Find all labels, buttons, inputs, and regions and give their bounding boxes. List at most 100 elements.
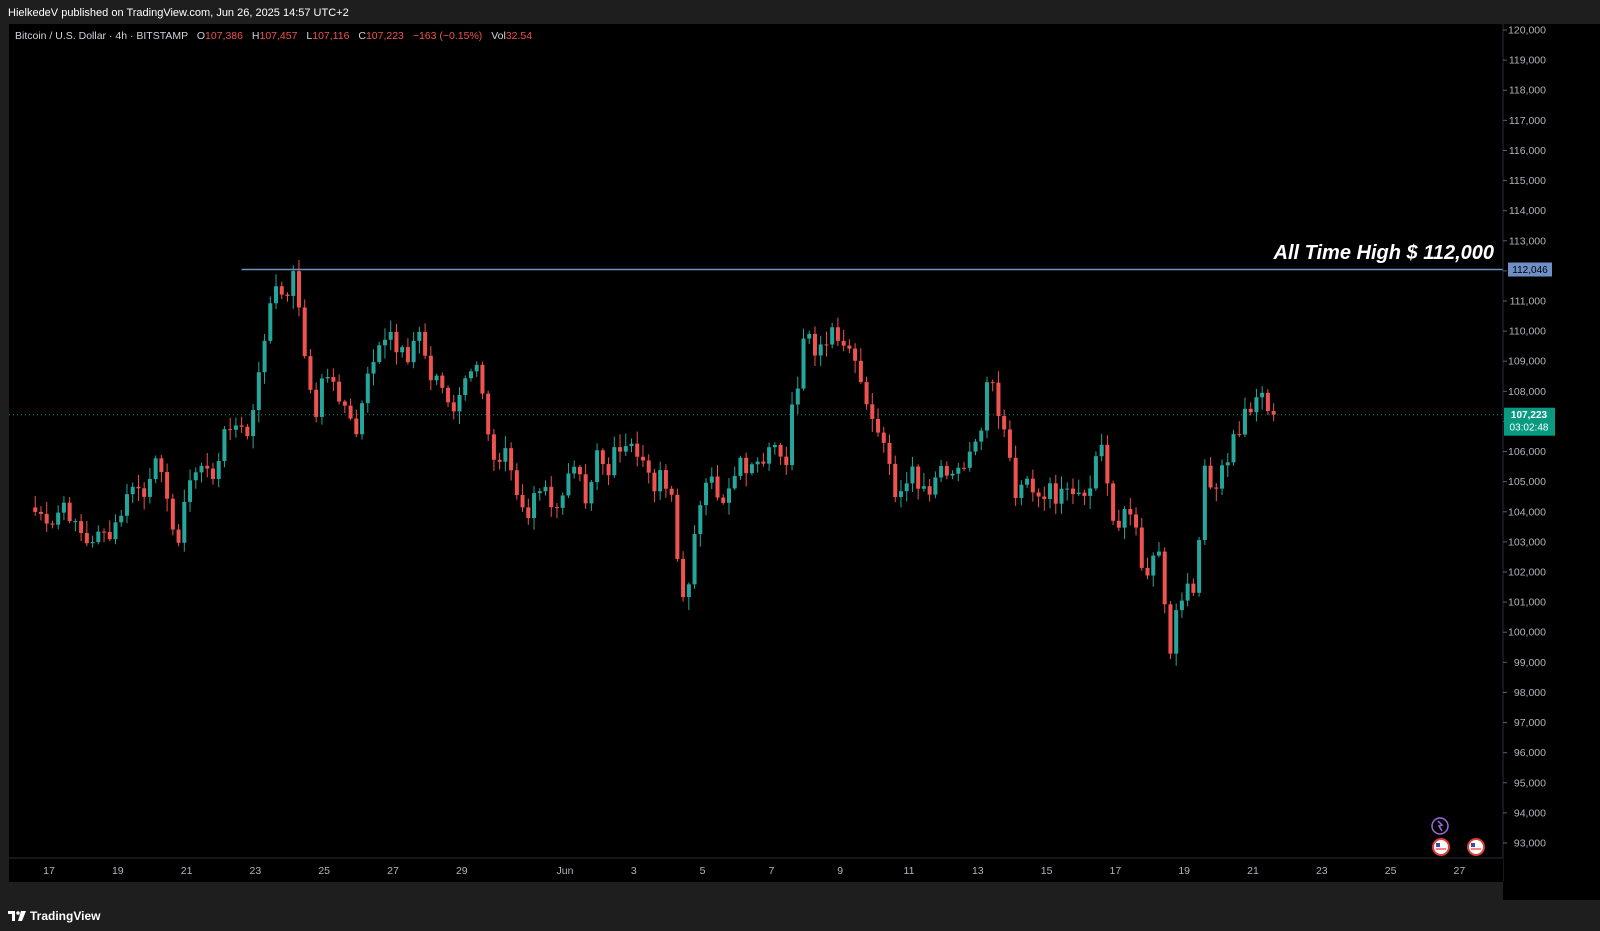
candle[interactable] [944,461,949,480]
candle[interactable] [451,394,456,420]
candle[interactable] [1151,552,1156,587]
candle[interactable] [795,376,800,414]
candle[interactable] [663,464,668,498]
candle[interactable] [778,442,783,465]
candle[interactable] [188,469,193,512]
candle[interactable] [228,417,233,441]
candle[interactable] [1242,397,1247,438]
candle[interactable] [1070,478,1075,504]
candle[interactable] [790,391,795,471]
chart-canvas[interactable] [9,24,1535,875]
candle[interactable] [853,343,858,374]
us-flag-event-icon[interactable] [1432,838,1450,856]
candle[interactable] [807,330,812,345]
us-flag-event-icon[interactable] [1467,838,1485,856]
candle[interactable] [38,506,43,521]
candle[interactable] [830,322,835,349]
candle[interactable] [646,454,651,484]
candle[interactable] [394,323,399,365]
candle[interactable] [549,476,554,517]
candle[interactable] [990,379,995,392]
candle[interactable] [1231,429,1236,466]
candle[interactable] [887,434,892,476]
candle[interactable] [761,452,766,467]
candle[interactable] [480,361,485,400]
candle[interactable] [193,467,198,489]
candle[interactable] [446,385,451,408]
candle[interactable] [1248,402,1253,416]
candle[interactable] [1225,453,1230,478]
candle[interactable] [543,480,548,496]
candle[interactable] [927,479,932,502]
candle[interactable] [159,454,164,483]
candle[interactable] [251,403,256,449]
candle[interactable] [102,528,107,543]
candle[interactable] [526,498,531,525]
candle[interactable] [1082,489,1087,506]
candle[interactable] [182,489,187,552]
time-axis-panel[interactable] [9,858,1503,882]
candle[interactable] [979,427,984,451]
candle[interactable] [130,482,135,504]
candle[interactable] [858,348,863,384]
candle[interactable] [463,375,468,401]
candle[interactable] [1220,459,1225,496]
candle[interactable] [1179,592,1184,618]
candle[interactable] [612,436,617,479]
candle[interactable] [1059,476,1064,514]
candle[interactable] [1088,475,1093,509]
candle[interactable] [910,456,915,492]
candle[interactable] [360,400,365,440]
candle[interactable] [342,399,347,414]
candle[interactable] [325,368,330,383]
candle[interactable] [939,460,944,483]
candle[interactable] [1168,601,1173,660]
candle[interactable] [1076,479,1081,496]
candle[interactable] [916,464,921,500]
candle[interactable] [950,470,955,480]
price-axis-panel[interactable] [1503,24,1600,900]
candle[interactable] [153,455,158,484]
candle[interactable] [715,465,720,501]
candle[interactable] [589,479,594,511]
candle[interactable] [595,443,600,491]
candle[interactable] [956,462,961,482]
candle[interactable] [835,317,840,347]
candle[interactable] [784,446,789,475]
candle[interactable] [681,551,686,602]
candle[interactable] [1025,476,1030,488]
candle[interactable] [205,453,210,478]
candle[interactable] [704,478,709,516]
candle[interactable] [967,441,972,472]
candle[interactable] [1271,403,1276,422]
candle[interactable] [388,320,393,351]
candle[interactable] [90,535,95,548]
candle[interactable] [136,474,141,501]
candle[interactable] [165,463,170,512]
candle[interactable] [744,452,749,487]
candle[interactable] [732,466,737,491]
candle[interactable] [1260,386,1265,410]
candle[interactable] [600,448,605,475]
candle[interactable] [738,455,743,480]
candle[interactable] [354,409,359,438]
candle[interactable] [847,339,852,354]
candle[interactable] [457,387,462,425]
candle[interactable] [1254,388,1259,422]
candle[interactable] [262,333,267,384]
candle[interactable] [44,501,49,532]
candle[interactable] [411,331,416,369]
candle[interactable] [142,482,147,510]
candle[interactable] [256,361,261,423]
candle[interactable] [658,461,663,500]
candle[interactable] [675,488,680,562]
candle[interactable] [921,473,926,492]
candle[interactable] [84,520,89,547]
candle[interactable] [1053,474,1058,515]
candle[interactable] [79,514,84,542]
candle[interactable] [1128,497,1133,526]
candle[interactable] [268,296,273,344]
tradingview-logo[interactable]: TradingView [8,909,100,923]
candle[interactable] [210,462,215,485]
